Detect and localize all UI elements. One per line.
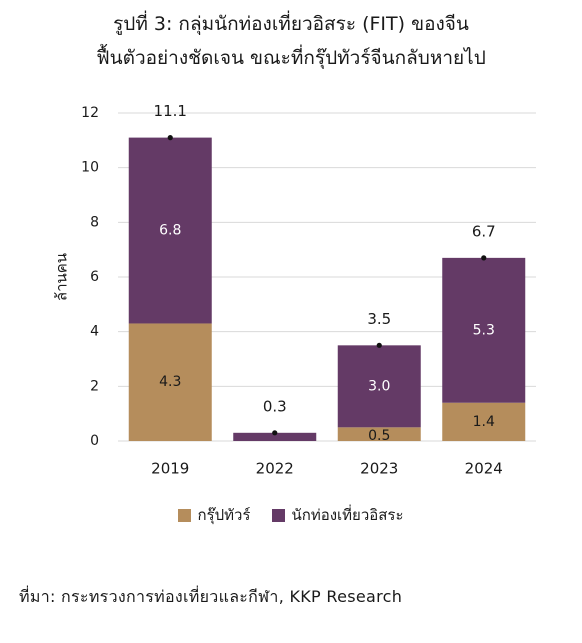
bar-group-tour-2023 [337,427,421,441]
data-label-fit-2023: 3.0 [368,378,390,394]
x-tick-label-2019: 2019 [151,460,189,478]
total-label-2023: 3.5 [367,310,391,328]
source-note: ที่มา: กระทรวงการท่องเที่ยวและกีฬา, KKP … [19,587,403,606]
legend-swatch-group-tour [178,508,192,522]
y-tick-label-8: 8 [90,214,99,230]
chart-title-line-2: ฟื้นตัวอย่างชัดเจน ขณะที่กรุ๊ปทัวร์จีนกล… [96,47,486,69]
total-marker-2019 [167,135,173,141]
legend-label-group-tour: กรุ๊ปทัวร์ [197,506,251,524]
y-tick-label-12: 12 [81,105,99,121]
data-label-fit-2019: 6.8 [159,223,181,239]
stacked-bar-chart: 0 2 4 6 8 10 12 ล้านคน 4.3 6.8 11.1 2019 0.3 2022 0.5 3… [53,102,536,478]
legend-label-fit: นักท่องเที่ยวอิสระ [291,506,404,524]
chart-title-line-1: รูปที่ 3: กลุ่มนักท่องเที่ยวอิสระ (FIT) … [113,13,469,35]
total-marker-2024 [481,255,487,261]
data-label-group-tour-2019: 4.3 [159,374,181,390]
y-tick-label-6: 6 [90,269,99,285]
bar-fit-2019 [128,137,212,324]
legend-swatch-fit [272,508,286,522]
y-tick-label-4: 4 [90,324,99,340]
bar-group-tour-2024 [442,402,526,441]
total-label-2019: 11.1 [154,102,187,120]
total-marker-2023 [376,342,382,348]
total-label-2022: 0.3 [263,397,287,415]
bar-fit-2022 [233,432,317,441]
total-label-2024: 6.7 [472,222,496,240]
data-label-group-tour-2024: 1.4 [473,414,495,430]
x-tick-label-2022: 2022 [256,460,294,478]
data-label-fit-2024: 5.3 [473,322,495,338]
y-tick-label-0: 0 [90,433,99,449]
legend-item-group-tour: กรุ๊ปทัวร์ [178,503,250,527]
chart-legend: กรุ๊ปทัวร์ นักท่องเที่ยวอิสระ [0,503,582,527]
y-tick-label-2: 2 [90,378,99,394]
y-tick-label-10: 10 [81,160,99,176]
bar-group-tour-2019 [128,323,212,441]
y-axis-label: ล้านคน [53,253,71,301]
total-marker-2022 [272,430,278,436]
data-label-group-tour-2023: 0.5 [368,428,390,444]
bar-fit-2023 [337,345,421,428]
legend-item-fit: นักท่องเที่ยวอิสระ [272,503,404,527]
bar-fit-2024 [442,257,526,403]
x-tick-label-2023: 2023 [360,460,398,478]
x-tick-label-2024: 2024 [465,460,503,478]
